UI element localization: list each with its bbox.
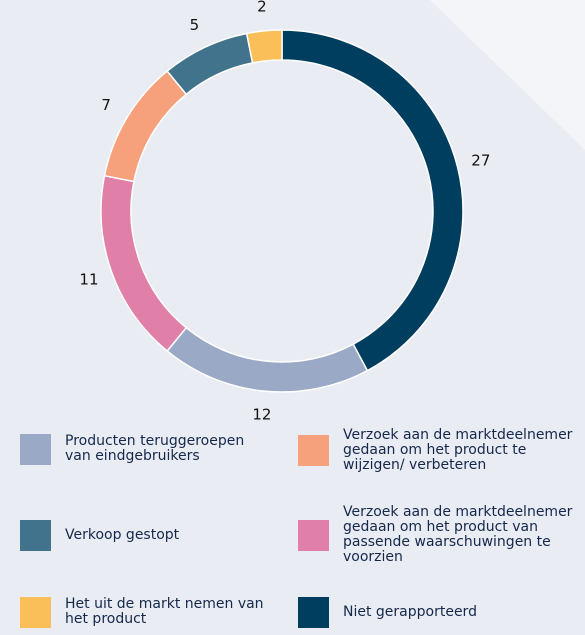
data-label: 2 (257, 0, 267, 15)
legend-label: Verzoek aan de marktdeelnemer gedaan om … (343, 504, 573, 565)
legend-swatch (298, 597, 329, 628)
legend-label: Producten teruggeroepen van eindgebruike… (65, 433, 245, 464)
donut-slice (245, 29, 283, 64)
donut-slice (166, 326, 369, 393)
data-label: 12 (252, 406, 271, 424)
legend-swatch (20, 520, 51, 551)
donut-slice (281, 29, 464, 372)
data-label: 5 (190, 16, 200, 34)
legend-label: Verzoek aan de marktdeelnemer gedaan om … (343, 426, 573, 473)
data-label: 7 (101, 96, 111, 114)
donut-slice (166, 32, 254, 96)
donut-slice (103, 70, 188, 183)
legend-swatch (20, 434, 51, 465)
data-label: 27 (471, 152, 490, 170)
legend-label: Het uit de markt nemen van het product (65, 596, 264, 627)
data-label: 11 (79, 271, 98, 289)
donut-slice (100, 174, 188, 352)
legend-swatch (298, 435, 329, 466)
legend-swatch (20, 597, 51, 628)
legend-label: Niet gerapporteerd (343, 603, 477, 620)
legend-label: Verkoop gestopt (65, 526, 180, 543)
legend-swatch (298, 520, 329, 551)
background-corner (430, 0, 585, 150)
